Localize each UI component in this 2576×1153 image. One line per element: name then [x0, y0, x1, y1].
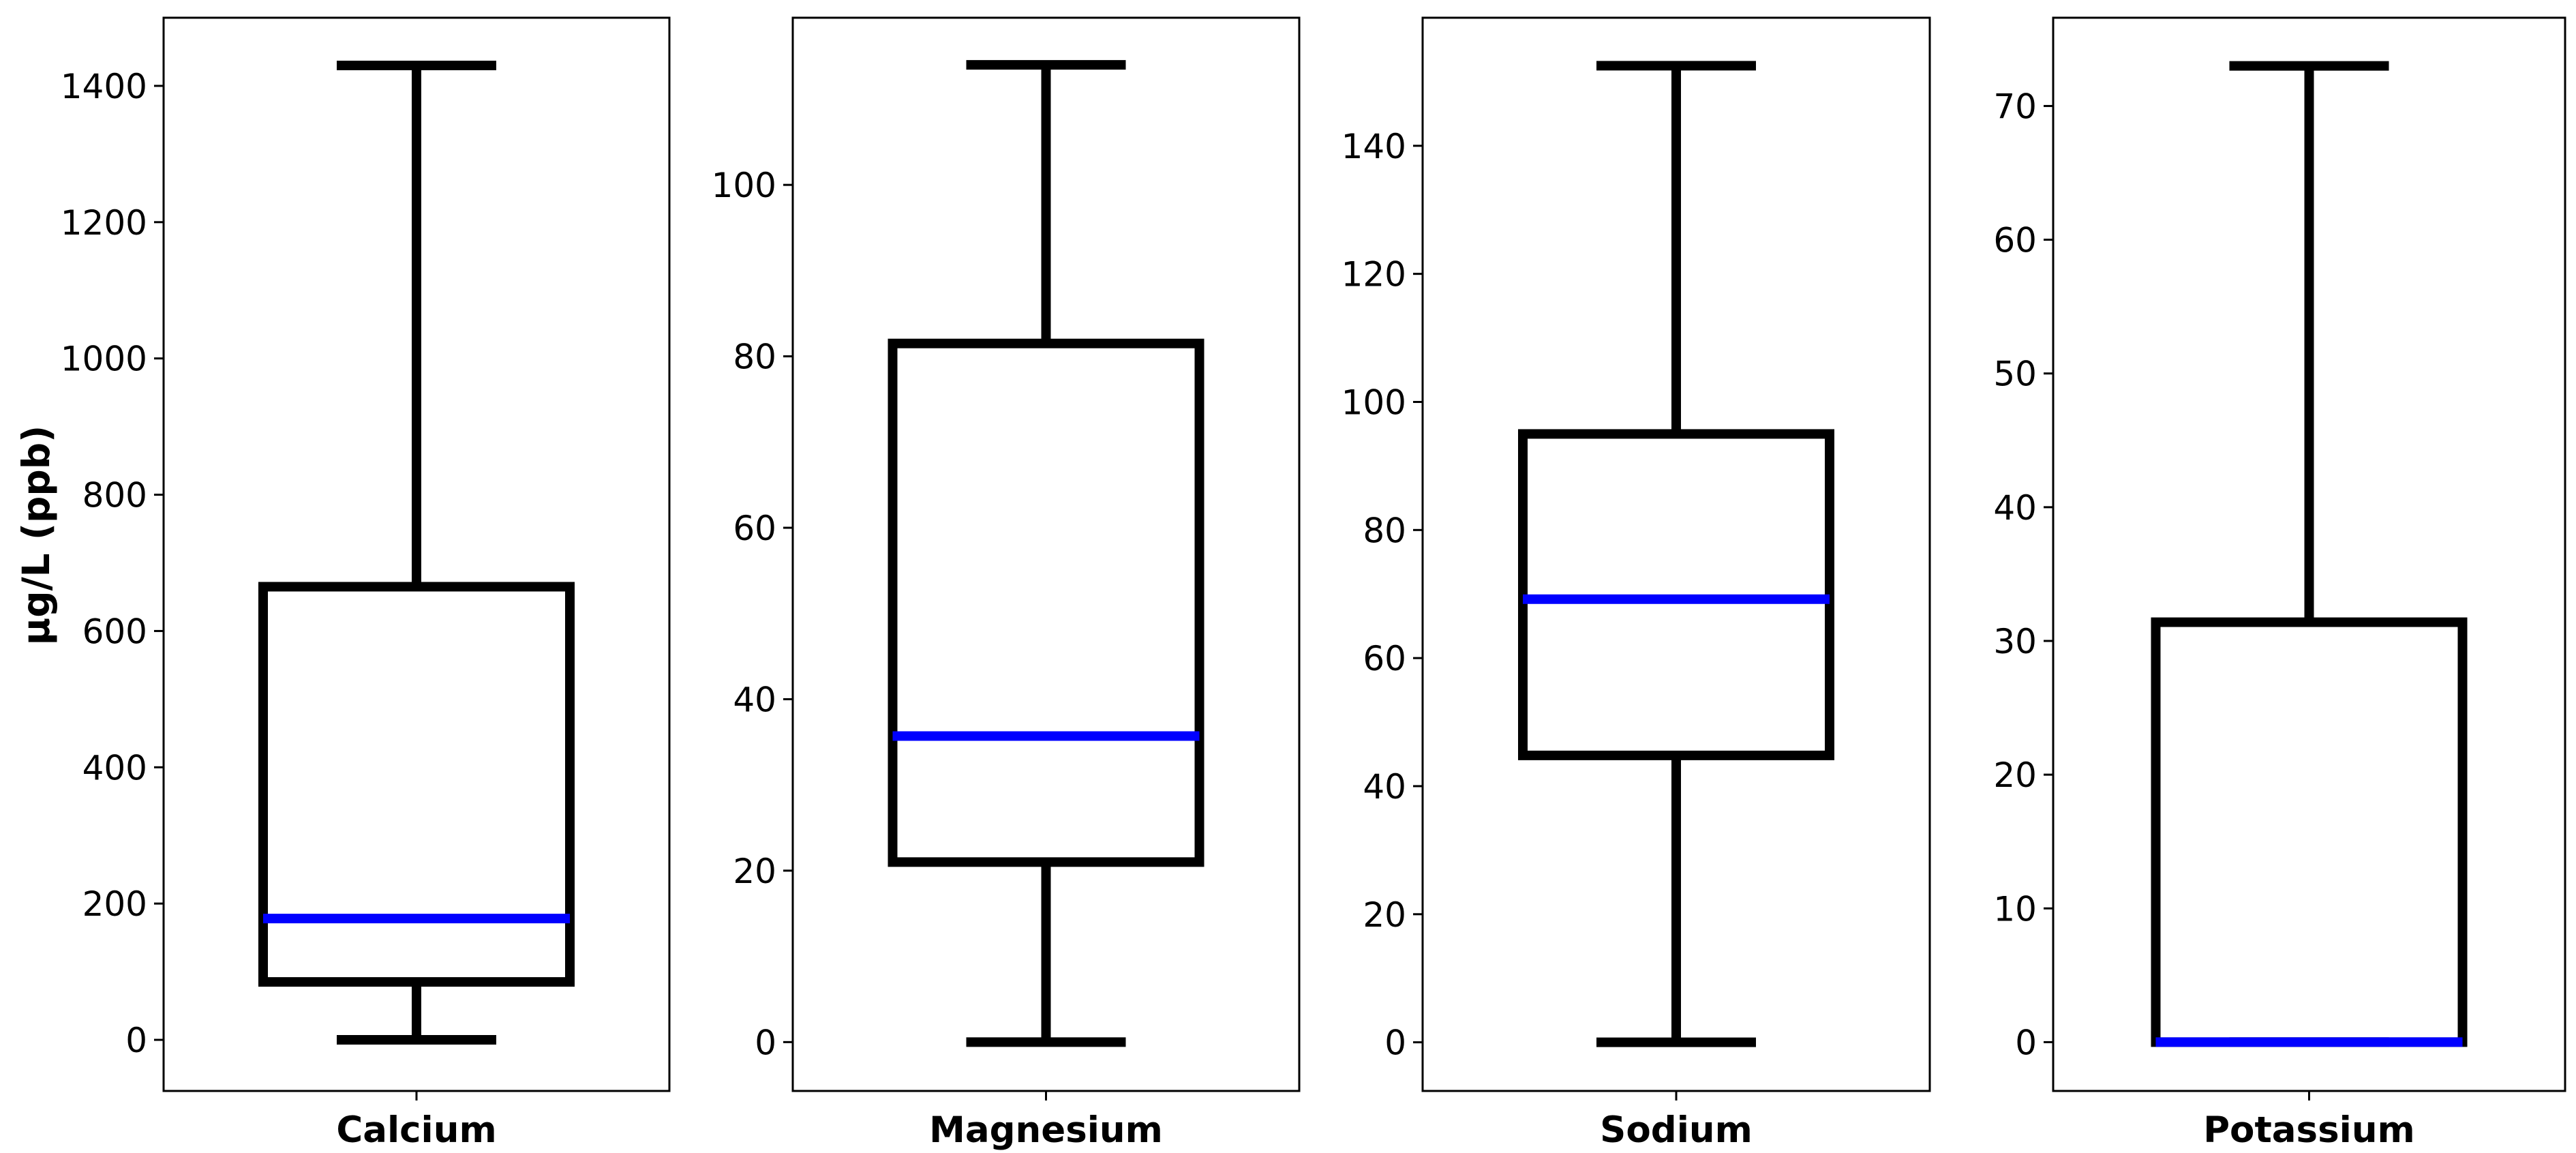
y-tick-label: 1400 [61, 67, 147, 106]
y-axis-label: µg/L (ppb) [14, 425, 58, 646]
y-tick-label: 0 [755, 1023, 776, 1062]
y-tick-label: 40 [733, 680, 776, 719]
y-tick-label: 400 [82, 748, 147, 788]
panel-magnesium: 0 20 40 60 80 100 Magnesium [712, 16, 1301, 1151]
y-tick-label: 100 [1342, 383, 1406, 422]
category-label: Sodium [1600, 1109, 1753, 1151]
y-tick-label: 50 [1993, 355, 2037, 394]
y-tick-label: 80 [733, 338, 776, 377]
y-tick-label: 1000 [61, 340, 147, 379]
panel-sodium: 0 20 40 60 80 100 120 140 Sodium [1342, 16, 1931, 1151]
y-tick-label: 20 [733, 852, 776, 891]
y-tick-label: 80 [1363, 511, 1406, 550]
y-tick-label: 800 [82, 476, 147, 515]
y-tick-label: 10 [1993, 889, 2037, 929]
category-label: Magnesium [929, 1109, 1163, 1151]
y-tick-label: 100 [712, 166, 776, 205]
y-tick-label: 0 [2015, 1023, 2037, 1062]
iqr-box [888, 338, 1204, 867]
y-tick-label: 40 [1993, 488, 2037, 528]
y-tick-label: 30 [1993, 622, 2037, 661]
panel-potassium: 0 10 20 30 40 50 60 70 Potassium [1993, 16, 2566, 1151]
y-tick-label: 20 [1363, 895, 1406, 935]
iqr-box [258, 582, 575, 987]
y-tick-label: 0 [125, 1021, 147, 1060]
y-tick-label: 120 [1342, 255, 1406, 295]
panel-calcium: 0 200 400 600 800 1000 1200 1400 Calcium [61, 16, 671, 1151]
y-tick-label: 140 [1342, 127, 1406, 166]
category-label: Calcium [336, 1109, 496, 1151]
y-tick-label: 600 [82, 612, 147, 651]
y-tick-label: 60 [733, 509, 776, 548]
y-tick-label: 200 [82, 884, 147, 924]
y-tick-label: 40 [1363, 767, 1406, 807]
y-tick-label: 1200 [61, 203, 147, 243]
y-tick-label: 70 [1993, 87, 2037, 126]
y-tick-label: 60 [1993, 221, 2037, 260]
iqr-box [2151, 617, 2468, 1047]
category-label: Potassium [2203, 1109, 2415, 1151]
y-tick-label: 60 [1363, 639, 1406, 678]
y-tick-label: 20 [1993, 755, 2037, 795]
y-tick-label: 0 [1384, 1023, 1406, 1063]
